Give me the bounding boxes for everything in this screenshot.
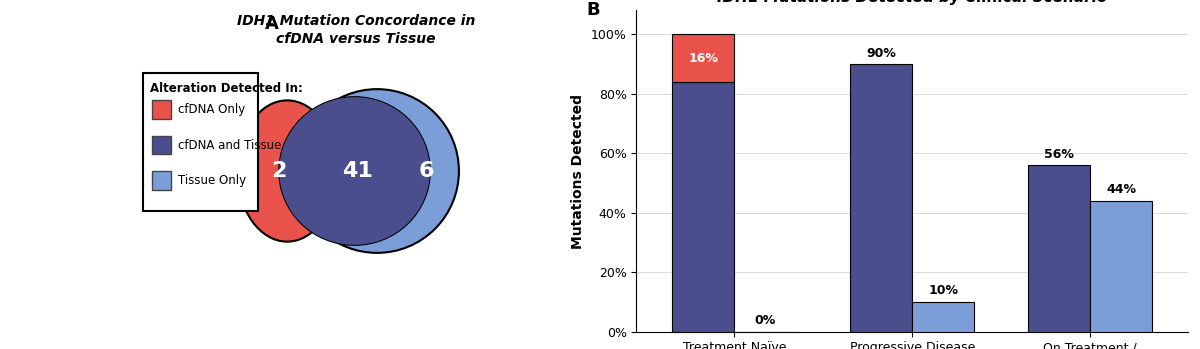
Text: cfDNA Only: cfDNA Only (178, 103, 245, 116)
Ellipse shape (280, 97, 430, 245)
FancyBboxPatch shape (143, 73, 258, 211)
Bar (672, 82, 734, 332)
Text: 0%: 0% (755, 314, 776, 327)
Bar (912, 302, 974, 332)
Text: 16%: 16% (688, 52, 718, 65)
Ellipse shape (238, 101, 337, 242)
Bar (672, 34, 734, 82)
FancyBboxPatch shape (152, 136, 170, 154)
Text: B: B (587, 1, 600, 19)
Text: A: A (265, 15, 278, 33)
Text: cfDNA and Tissue: cfDNA and Tissue (178, 139, 281, 151)
Text: IDH1 Mutation Concordance in
cfDNA versus Tissue: IDH1 Mutation Concordance in cfDNA versu… (236, 14, 475, 46)
Y-axis label: Mutations Detected: Mutations Detected (571, 94, 586, 248)
Text: 41: 41 (342, 161, 373, 181)
Text: Tissue Only: Tissue Only (178, 174, 246, 187)
Text: Alteration Detected In:: Alteration Detected In: (150, 82, 302, 95)
Ellipse shape (280, 97, 430, 245)
Text: 2: 2 (271, 161, 287, 181)
Text: 90%: 90% (866, 46, 896, 60)
FancyBboxPatch shape (152, 171, 170, 190)
Text: 56%: 56% (1044, 148, 1074, 161)
Text: 10%: 10% (929, 284, 959, 297)
Text: 6: 6 (419, 161, 434, 181)
Ellipse shape (295, 89, 458, 253)
Bar (1028, 165, 1090, 332)
Bar (1090, 201, 1152, 332)
Text: 44%: 44% (1106, 183, 1136, 196)
FancyBboxPatch shape (152, 101, 170, 119)
Title: IDH1 Mutations Detected by Clinical Scenario: IDH1 Mutations Detected by Clinical Scen… (716, 0, 1108, 5)
Bar (850, 64, 912, 332)
